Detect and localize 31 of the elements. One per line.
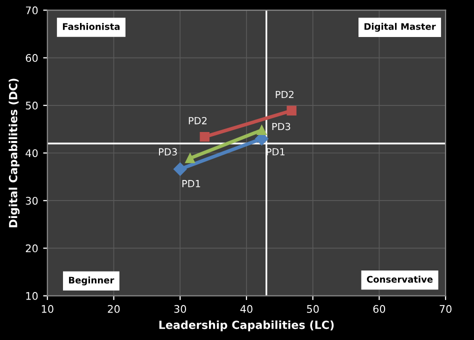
point: [174, 162, 187, 176]
y-axis-title: Digital Capabilities (DC): [8, 78, 20, 228]
x-tick-label: 70: [440, 305, 452, 313]
annotation: Fashionista: [62, 22, 120, 30]
y-tick-label: 60: [26, 54, 38, 62]
x-tick-label: 20: [108, 305, 120, 313]
x-tick-label: 10: [42, 305, 54, 313]
series-label: PD2: [276, 90, 294, 98]
series-label: PD3: [272, 122, 290, 130]
y-tick-label: 20: [26, 244, 38, 252]
y-tick-label: 50: [26, 102, 38, 110]
y-tick-label: 30: [26, 196, 38, 205]
text: PD2: [188, 117, 207, 124]
x-axis-title: Leadership Capabilities (LC): [159, 320, 334, 332]
x-tick-label: 30: [174, 305, 186, 313]
text: PD1: [266, 148, 284, 156]
annotation: Digital Master: [364, 22, 436, 32]
y-tick-label: 40: [26, 149, 38, 158]
text: PD3: [159, 148, 177, 156]
point: [256, 125, 267, 136]
point: [200, 132, 210, 142]
series-label: PD1: [182, 180, 200, 188]
annotation: Beginner: [69, 276, 114, 286]
x-tick-label: 50: [307, 305, 319, 313]
point: [185, 153, 195, 164]
x-tick-label: 40: [240, 305, 252, 313]
point: [286, 106, 296, 116]
y-tick-label: 10: [26, 292, 38, 300]
x-tick-label: 60: [373, 305, 386, 313]
y-tick-label: 70: [26, 6, 38, 14]
annotation: Conservative: [366, 276, 433, 283]
